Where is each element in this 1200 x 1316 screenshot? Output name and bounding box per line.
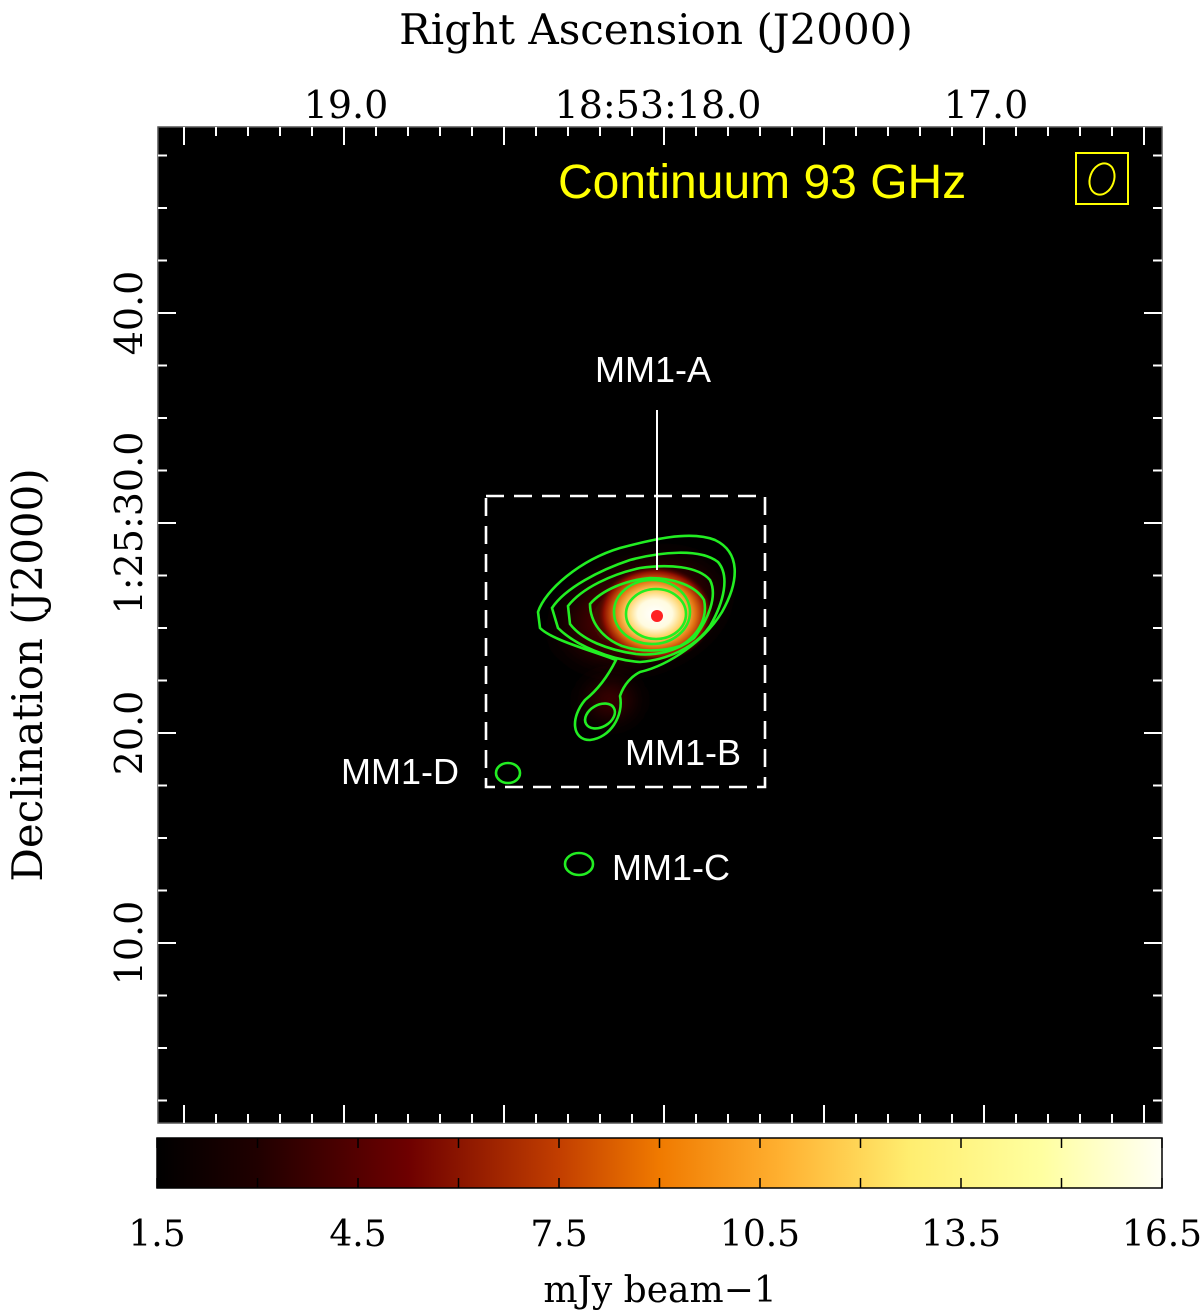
source-label-mm1-c: MM1-C	[612, 847, 730, 888]
colorbar-label: mJy beam−1	[543, 1270, 776, 1311]
colorbar-tick-label: 7.5	[530, 1214, 587, 1255]
peak-marker	[651, 610, 663, 622]
beam-ellipse-icon	[1075, 152, 1129, 205]
colorbar-tick-labels: 1.5 4.5 7.5 10.5 13.5 16.5	[128, 1214, 1200, 1255]
colorbar-tick-label: 4.5	[329, 1214, 386, 1255]
ra-tick-label: 17.0	[944, 83, 1029, 127]
colorbar-tick-label: 1.5	[128, 1214, 185, 1255]
ra-axis-title: Right Ascension (J2000)	[399, 5, 913, 54]
axis-ticks	[158, 127, 1162, 1123]
colorbar-tick-label: 10.5	[720, 1214, 800, 1255]
contours	[494, 534, 736, 877]
zoom-region-box	[484, 494, 767, 789]
dec-tick-label: 20.0	[107, 691, 151, 776]
image-frame	[157, 126, 1163, 1124]
colorbar-tick-label: 13.5	[921, 1214, 1001, 1255]
colorbar-ticks	[156, 1138, 1163, 1188]
dec-tick-label: 1:25:30.0	[107, 432, 151, 615]
map-title: Continuum 93 GHz	[558, 156, 966, 209]
ra-tick-label: 19.0	[304, 83, 389, 127]
source-label-mm1-b: MM1-B	[625, 732, 741, 773]
dec-tick-label: 10.0	[107, 901, 151, 986]
colorbar-tick-label: 16.5	[1122, 1214, 1200, 1255]
dec-tick-label: 40.0	[107, 271, 151, 356]
source-label-mm1-d: MM1-D	[341, 751, 459, 792]
ra-tick-label: 18:53:18.0	[555, 83, 762, 127]
source-label-mm1-a: MM1-A	[595, 349, 711, 390]
dec-axis-title: Declination (J2000)	[3, 468, 52, 882]
